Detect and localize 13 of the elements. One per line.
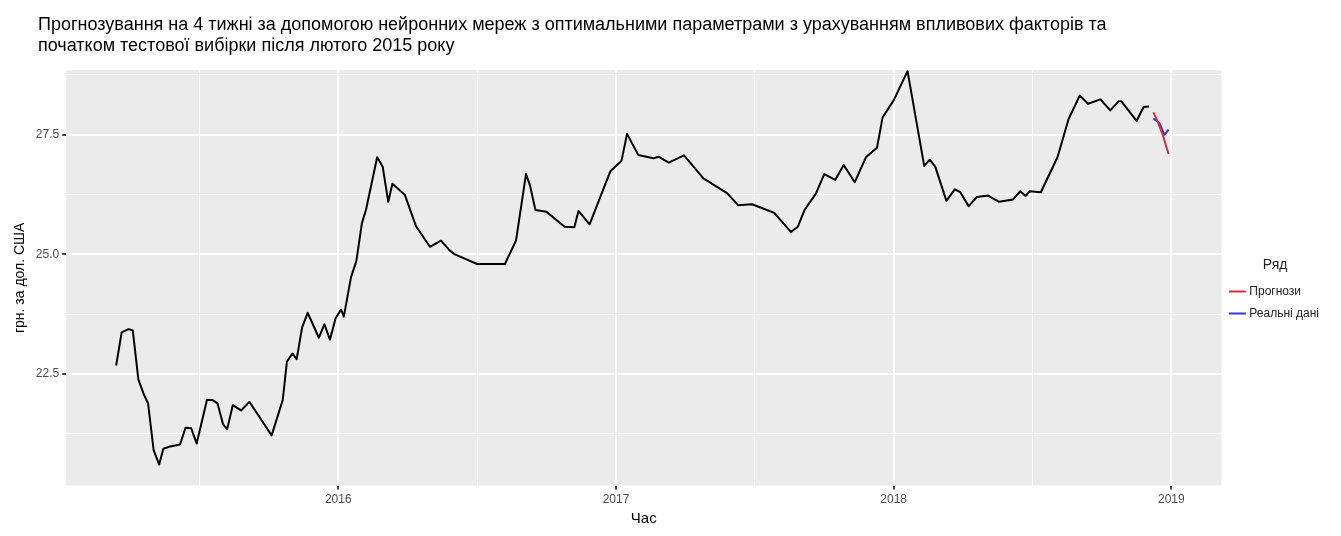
x-tick-label: 2019 [1157,492,1186,507]
y-tick-label: 25.0 [35,246,60,261]
chart-title: Прогнозування на 4 тижні за допомогою нейронних мереж з оптимальними параметрами з урахуванням впливових факторів та початком тестової вибірки після лютого 2015 року [37,13,1108,57]
legend-label: Реальні дані [1249,305,1320,320]
y-axis-title: грн. за дол. США [11,222,28,334]
x-tick-label: 2016 [324,492,352,507]
legend-label: Прогнози [1249,283,1302,298]
y-tick-label: 27.5 [35,127,60,142]
x-axis-title: Час [630,509,658,527]
x-tick-label: 2017 [602,492,630,507]
legend-title: Ряд [1262,256,1288,273]
y-tick-label: 22.5 [35,366,60,381]
x-tick-label: 2018 [880,492,908,507]
